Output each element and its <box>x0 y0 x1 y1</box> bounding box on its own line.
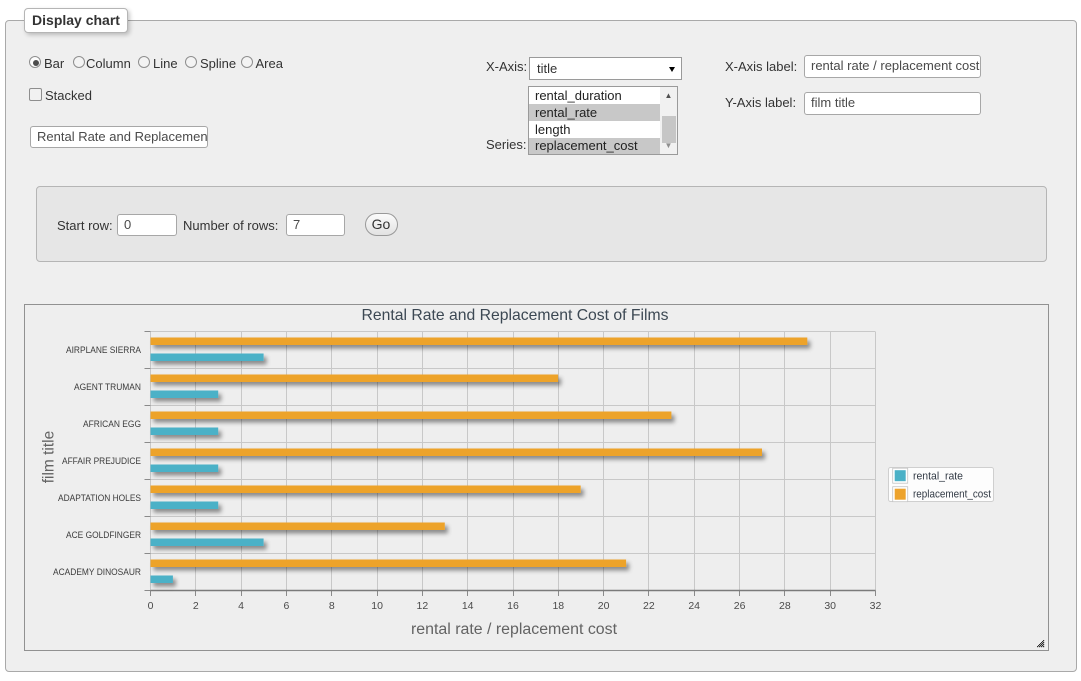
svg-text:6: 6 <box>283 600 289 612</box>
svg-text:20: 20 <box>598 600 610 612</box>
svg-text:AGENT TRUMAN: AGENT TRUMAN <box>74 382 141 392</box>
svg-text:rental_rate: rental_rate <box>913 471 963 483</box>
svg-text:Rental Rate and Replacement Co: Rental Rate and Replacement Cost of Film… <box>362 307 669 324</box>
svg-text:12: 12 <box>417 600 429 612</box>
svg-text:rental rate / replacement cost: rental rate / replacement cost <box>411 621 618 638</box>
svg-text:0: 0 <box>148 600 154 612</box>
svg-text:ACE GOLDFINGER: ACE GOLDFINGER <box>66 530 141 540</box>
svg-text:26: 26 <box>734 600 746 612</box>
svg-text:replacement_cost: replacement_cost <box>913 489 991 501</box>
svg-text:2: 2 <box>193 600 199 612</box>
svg-text:28: 28 <box>779 600 791 612</box>
svg-text:32: 32 <box>870 600 882 612</box>
svg-text:8: 8 <box>329 600 335 612</box>
svg-text:16: 16 <box>507 600 519 612</box>
svg-text:ADAPTATION HOLES: ADAPTATION HOLES <box>58 493 141 503</box>
svg-text:film title: film title <box>41 431 58 484</box>
svg-text:22: 22 <box>643 600 655 612</box>
svg-text:4: 4 <box>238 600 244 612</box>
svg-text:24: 24 <box>688 600 700 612</box>
svg-text:10: 10 <box>371 600 383 612</box>
svg-text:AIRPLANE SIERRA: AIRPLANE SIERRA <box>66 345 141 355</box>
svg-text:ACADEMY DINOSAUR: ACADEMY DINOSAUR <box>53 567 141 577</box>
svg-text:30: 30 <box>824 600 836 612</box>
svg-text:18: 18 <box>552 600 564 612</box>
svg-text:14: 14 <box>462 600 474 612</box>
svg-text:AFFAIR PREJUDICE: AFFAIR PREJUDICE <box>62 456 141 466</box>
svg-text:AFRICAN EGG: AFRICAN EGG <box>83 419 141 429</box>
